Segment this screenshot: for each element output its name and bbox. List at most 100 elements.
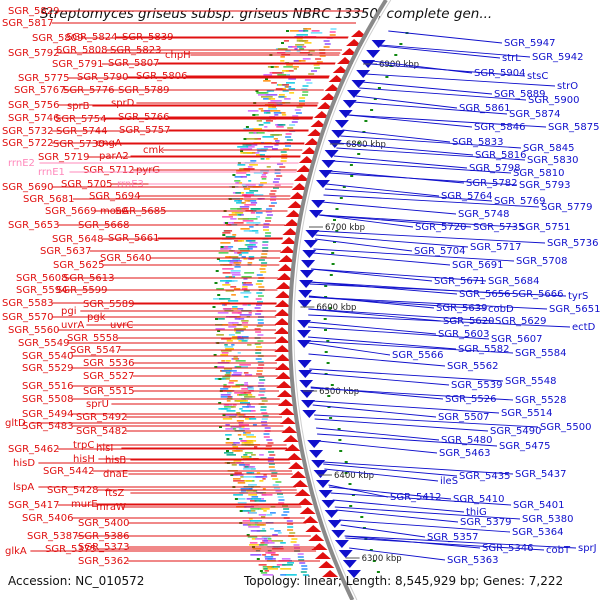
feature-strip bbox=[311, 30, 320, 32]
gene-label: SGR_5810 bbox=[513, 168, 565, 179]
feature-strip bbox=[254, 328, 261, 330]
leader-line bbox=[359, 87, 527, 101]
feature-strip bbox=[257, 340, 264, 342]
feature-strip bbox=[250, 520, 262, 522]
feature-strip bbox=[241, 276, 252, 278]
feature-strip bbox=[276, 126, 284, 128]
tick-mark bbox=[357, 153, 361, 155]
feature-strip bbox=[264, 126, 268, 128]
feature-strip bbox=[276, 84, 288, 86]
leader-line bbox=[307, 336, 457, 350]
feature-strip bbox=[237, 182, 243, 184]
gene-arrow-forward bbox=[277, 399, 294, 406]
feature-strip bbox=[299, 562, 306, 564]
tick-mark bbox=[337, 428, 341, 430]
feature-strip bbox=[282, 70, 289, 72]
feature-strip bbox=[220, 388, 229, 390]
gene-arrow-forward bbox=[274, 318, 291, 325]
gene-label: SGR_5428 bbox=[47, 485, 99, 496]
leader-line bbox=[335, 509, 459, 523]
feature-strip bbox=[231, 464, 237, 466]
leader-line bbox=[307, 326, 490, 340]
kbp-label: 6400 kbp bbox=[334, 471, 374, 481]
feature-strip bbox=[253, 152, 260, 154]
gene-label: SGR_5375 bbox=[45, 544, 97, 555]
feature-strip bbox=[302, 94, 308, 96]
feature-strip bbox=[263, 540, 268, 542]
tick-mark bbox=[214, 282, 218, 284]
gene-arrow-forward bbox=[298, 156, 315, 163]
feature-strip bbox=[264, 542, 275, 544]
tick-mark bbox=[245, 126, 249, 128]
feature-strip bbox=[263, 172, 268, 174]
feature-strip bbox=[330, 28, 337, 30]
gene-label: rrnE3 bbox=[117, 179, 144, 190]
feature-strip bbox=[281, 558, 291, 560]
gene-arrow-reverse bbox=[318, 170, 333, 178]
feature-strip bbox=[300, 571, 307, 573]
gene-label: SGR_5380 bbox=[522, 514, 574, 525]
feature-strip bbox=[227, 392, 232, 394]
feature-strip bbox=[221, 338, 232, 340]
tick-mark bbox=[331, 252, 335, 254]
feature-strip bbox=[286, 82, 295, 84]
gene-arrow-forward bbox=[308, 534, 325, 541]
gene-arrow-reverse bbox=[342, 100, 357, 108]
feature-strip bbox=[329, 34, 336, 36]
feature-strip bbox=[254, 307, 261, 309]
feature-strip bbox=[249, 418, 257, 420]
feature-strip bbox=[296, 106, 303, 108]
feature-strip bbox=[250, 212, 256, 214]
feature-strip bbox=[249, 226, 254, 228]
feature-strip bbox=[219, 298, 231, 300]
gene-label: engA bbox=[96, 138, 122, 149]
feature-strip bbox=[261, 262, 268, 264]
feature-strip bbox=[280, 60, 285, 62]
gene-arrow-forward bbox=[304, 138, 321, 145]
feature-strip bbox=[262, 554, 267, 556]
feature-strip bbox=[250, 202, 258, 204]
feature-strip bbox=[237, 338, 244, 340]
leader-line bbox=[388, 30, 503, 44]
feature-strip bbox=[238, 248, 250, 250]
gene-arrow-forward bbox=[277, 264, 294, 271]
feature-strip bbox=[234, 328, 246, 330]
feature-strip bbox=[236, 366, 248, 368]
gene-label: SGR_5529 bbox=[22, 363, 74, 374]
feature-strip bbox=[273, 112, 282, 114]
gene-arrow-forward bbox=[310, 120, 327, 127]
leader-line bbox=[340, 135, 522, 149]
feature-strip bbox=[220, 396, 233, 398]
feature-strip bbox=[292, 66, 299, 68]
tick-mark bbox=[329, 274, 333, 276]
gene-label: SGR_5653 bbox=[8, 220, 60, 231]
feature-strip bbox=[256, 92, 267, 94]
feature-strip bbox=[257, 280, 264, 282]
feature-strip bbox=[279, 112, 286, 114]
feature-strip bbox=[263, 433, 270, 435]
feature-strip bbox=[232, 404, 237, 406]
feature-strip bbox=[261, 96, 273, 98]
leader-line bbox=[308, 308, 494, 322]
gene-arrow-reverse bbox=[299, 380, 314, 388]
feature-strip bbox=[267, 457, 274, 459]
feature-strip bbox=[225, 348, 234, 350]
feature-strip bbox=[243, 230, 252, 232]
feature-strip bbox=[246, 434, 254, 436]
feature-strip bbox=[265, 445, 272, 447]
tick-mark bbox=[230, 474, 234, 476]
feature-strip bbox=[262, 226, 269, 228]
feature-strip bbox=[239, 314, 252, 316]
feature-strip bbox=[269, 454, 276, 456]
tick-mark bbox=[351, 494, 355, 496]
feature-strip bbox=[285, 133, 292, 135]
feature-strip bbox=[260, 397, 267, 399]
feature-strip bbox=[246, 440, 257, 442]
leader-line bbox=[328, 484, 389, 498]
leader-line bbox=[308, 321, 437, 335]
leader-line bbox=[308, 314, 571, 328]
feature-strip bbox=[255, 358, 262, 360]
gene-arrow-forward bbox=[285, 210, 302, 217]
feature-strip bbox=[238, 318, 245, 320]
gene-arrow-reverse bbox=[297, 330, 311, 338]
